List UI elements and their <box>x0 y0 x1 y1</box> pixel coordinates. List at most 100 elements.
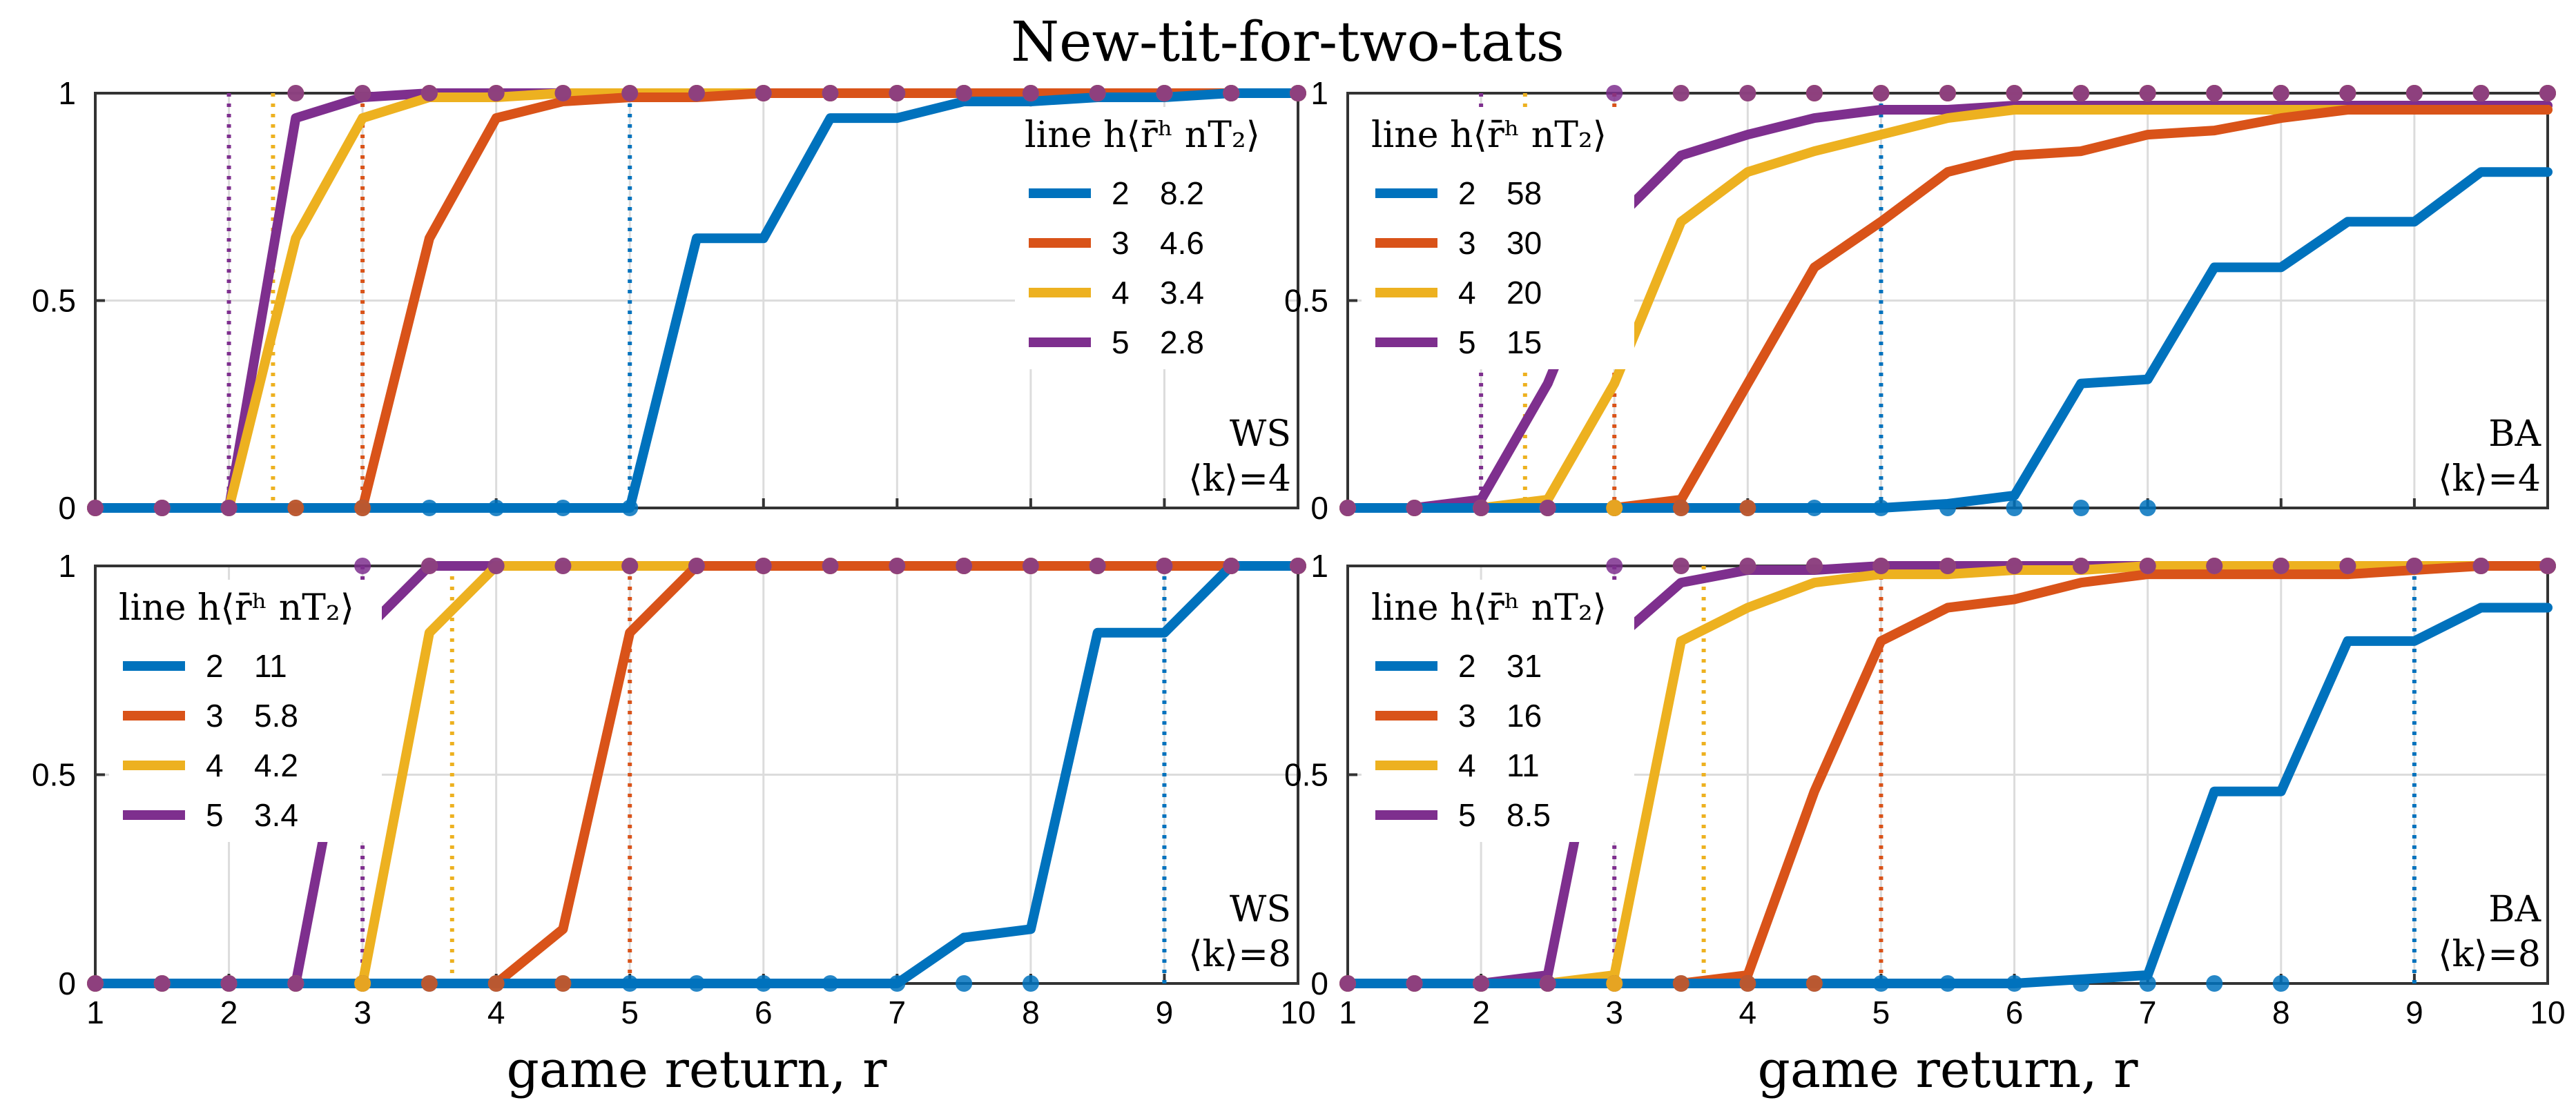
network-type: WS <box>1230 889 1291 930</box>
legend-h-value: 5 <box>1458 797 1476 833</box>
data-point-h5 <box>1805 85 1823 101</box>
legend-r-value: 30 <box>1507 225 1542 261</box>
y-tick-label: 0 <box>1310 490 1328 526</box>
data-point-h5 <box>889 85 906 101</box>
data-point-h5 <box>2006 85 2023 101</box>
y-tick-label: 0.5 <box>1284 757 1328 793</box>
data-point-h5 <box>1606 558 1623 574</box>
data-point-h2 <box>1872 975 1890 992</box>
data-point-h5 <box>1156 558 1173 574</box>
x-tick-label: 2 <box>1472 995 1490 1030</box>
data-point-h5 <box>1089 85 1106 101</box>
data-point-h5 <box>1473 500 1490 516</box>
x-axis-label: game return, r <box>1758 1040 2139 1099</box>
data-point-h5 <box>1089 558 1106 574</box>
data-point-h2 <box>554 500 572 516</box>
legend-h-value: 2 <box>1458 175 1476 211</box>
data-point-h5 <box>1805 558 1823 574</box>
data-point-h4 <box>354 975 371 992</box>
data-point-h5 <box>1739 558 1756 574</box>
data-point-h5 <box>1672 558 1689 574</box>
network-annotation: BA⟨k⟩=8 <box>2438 889 2541 975</box>
data-point-h3 <box>554 975 572 992</box>
data-point-h5 <box>2073 558 2090 574</box>
data-point-h5 <box>2206 85 2223 101</box>
data-point-h5 <box>1672 85 1689 101</box>
data-point-h5 <box>688 85 705 101</box>
data-point-h5 <box>554 558 572 574</box>
data-point-h5 <box>220 975 238 992</box>
data-point-h5 <box>2539 558 2556 574</box>
x-tick-label: 3 <box>354 995 371 1030</box>
legend-r-value: 8.5 <box>1507 797 1551 833</box>
legend-r-value: 31 <box>1507 648 1542 684</box>
panel-ba_k4: 0 0.5 1 line h⟨r̄ʰ nT₂⟩ 2 58 3 30 4 20 5 15 BA⟨k⟩=4 <box>1284 75 2556 526</box>
x-tick-label: 9 <box>2405 995 2423 1030</box>
x-tick-label: 2 <box>220 995 238 1030</box>
data-point-h2 <box>1022 975 1039 992</box>
data-point-h3 <box>354 500 371 516</box>
data-point-h3 <box>1739 500 1756 516</box>
legend-h-value: 3 <box>206 698 224 734</box>
legend-h-value: 4 <box>1458 275 1476 311</box>
data-point-h5 <box>2272 558 2289 574</box>
legend-r-value: 4.2 <box>254 747 298 783</box>
legend: line h⟨r̄ʰ nT₂⟩ 2 31 3 16 4 11 5 8.5 <box>1362 580 1634 842</box>
y-tick-label: 0.5 <box>1284 283 1328 319</box>
data-point-h2 <box>1872 500 1890 516</box>
legend: line h⟨r̄ʰ nT₂⟩ 2 11 3 5.8 4 4.2 5 3.4 <box>109 580 382 842</box>
data-point-h2 <box>2272 975 2289 992</box>
legend-header: line h⟨r̄ʰ nT₂⟩ <box>1371 115 1607 156</box>
data-point-h2 <box>688 975 705 992</box>
data-point-h5 <box>487 85 505 101</box>
legend-r-value: 5.8 <box>254 698 298 734</box>
data-point-h5 <box>2339 558 2356 574</box>
data-point-h5 <box>354 558 371 574</box>
y-tick-label: 0.5 <box>32 283 76 319</box>
data-point-h5 <box>1606 85 1623 101</box>
x-tick-label: 10 <box>2530 995 2565 1030</box>
legend-h-value: 2 <box>1458 648 1476 684</box>
x-tick-label: 8 <box>1022 995 1040 1030</box>
legend-r-value: 11 <box>254 648 287 684</box>
x-tick-label: 4 <box>487 995 505 1030</box>
network-type: BA <box>2488 889 2541 930</box>
legend-h-value: 5 <box>1112 324 1130 360</box>
network-type: BA <box>2488 413 2541 455</box>
data-point-h5 <box>2139 558 2156 574</box>
data-point-h5 <box>2206 558 2223 574</box>
y-tick-label: 0 <box>1310 966 1328 1001</box>
data-point-h5 <box>1339 500 1356 516</box>
data-point-h3 <box>1739 975 1756 992</box>
data-point-h2 <box>2139 500 2156 516</box>
data-point-h5 <box>1872 85 1890 101</box>
legend-h-value: 3 <box>1458 698 1476 734</box>
legend-header: line h⟨r̄ʰ nT₂⟩ <box>119 587 354 629</box>
legend-r-value: 4.6 <box>1160 225 1204 261</box>
data-point-h5 <box>1739 85 1756 101</box>
data-point-h5 <box>956 85 973 101</box>
data-point-h5 <box>1939 558 1956 574</box>
data-point-h5 <box>554 85 572 101</box>
data-point-h5 <box>822 558 839 574</box>
y-tick-label: 1 <box>58 75 76 111</box>
data-point-h5 <box>2472 558 2490 574</box>
data-point-h5 <box>1539 500 1556 516</box>
x-tick-label: 5 <box>621 995 639 1030</box>
data-point-h5 <box>420 558 438 574</box>
data-point-h5 <box>2405 558 2423 574</box>
x-tick-label: 8 <box>2272 995 2290 1030</box>
data-point-h5 <box>1223 85 1240 101</box>
data-point-h5 <box>755 558 772 574</box>
data-point-h5 <box>153 975 171 992</box>
x-tick-label: 1 <box>1339 995 1357 1030</box>
x-tick-label: 3 <box>1605 995 1623 1030</box>
data-point-h5 <box>153 500 171 516</box>
data-point-h5 <box>755 85 772 101</box>
y-tick-label: 1 <box>58 548 76 584</box>
data-point-h2 <box>1805 500 1823 516</box>
y-tick-label: 1 <box>1310 75 1328 111</box>
